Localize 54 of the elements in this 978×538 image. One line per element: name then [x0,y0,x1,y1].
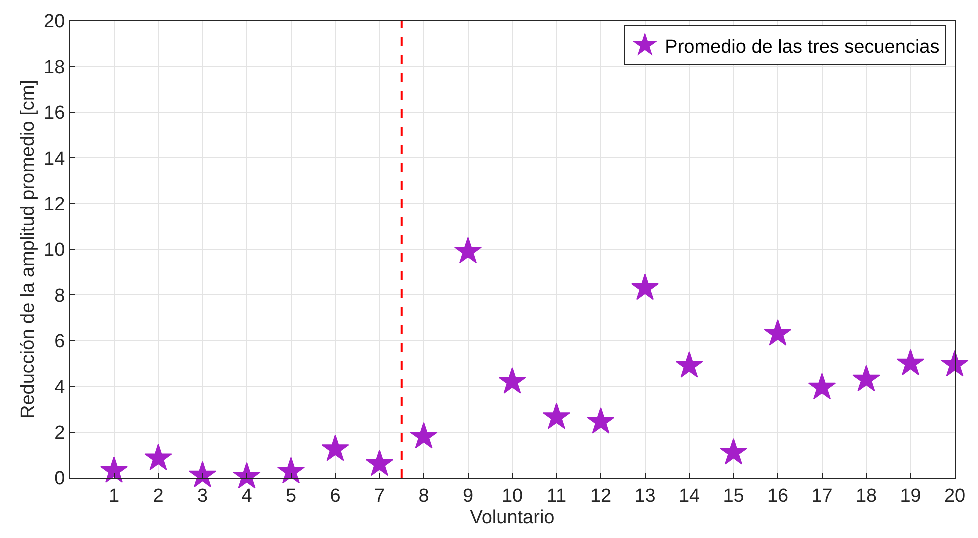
y-tick-label: 4 [54,377,66,398]
x-tick-label: 17 [812,486,833,507]
x-tick-label: 19 [900,486,922,507]
point [188,461,217,488]
point [941,350,969,377]
point [454,237,482,264]
x-tick-label: 13 [634,486,656,507]
point [498,368,526,394]
point [277,457,306,484]
point [720,438,748,465]
x-tick-label: 10 [502,486,524,507]
x-tick-label: 16 [767,486,789,507]
x-tick-label: 6 [330,486,341,507]
x-tick-label: 8 [418,486,430,507]
y-tick-label: 12 [44,194,66,216]
x-tick-label: 14 [678,486,700,507]
x-tick-label: 4 [242,486,253,507]
x-tick-label: 2 [153,486,164,507]
y-tick-label: 2 [54,422,66,444]
y-tick-label: 8 [54,286,66,307]
y-tick-label: 0 [54,468,66,490]
point [366,450,394,476]
x-tick-label: 11 [546,486,567,507]
y-tick-label: 20 [44,12,66,33]
point [410,422,438,449]
x-tick-label: 20 [944,486,966,507]
y-axis-title: Reducción de la amplitud promedio [cm] [18,80,39,420]
point [542,402,571,430]
y-tick-label: 10 [44,240,66,262]
x-tick-label: 3 [197,486,208,507]
point [808,373,836,400]
point [631,274,660,300]
point [322,434,350,462]
point [100,456,128,483]
legend-label: Promedio de las tres secuencias [665,36,940,58]
point [144,444,172,470]
point [764,320,792,346]
x-tick-label: 5 [286,486,297,507]
x-tick-label: 18 [856,486,878,507]
x-tick-label: 15 [723,486,744,507]
x-tick-label: 7 [374,486,386,507]
point [233,462,261,489]
point [587,408,615,434]
y-tick-label: 14 [44,148,66,170]
x-tick-label: 12 [590,486,612,507]
point [852,365,880,392]
y-tick-label: 6 [54,332,66,353]
y-tick-label: 16 [44,103,66,124]
y-tick-label: 18 [44,57,66,78]
point [896,349,925,376]
point [676,352,704,378]
x-axis-title: Voluntario [470,508,555,529]
x-tick-label: 1 [108,486,120,507]
x-tick-label: 9 [462,486,474,507]
